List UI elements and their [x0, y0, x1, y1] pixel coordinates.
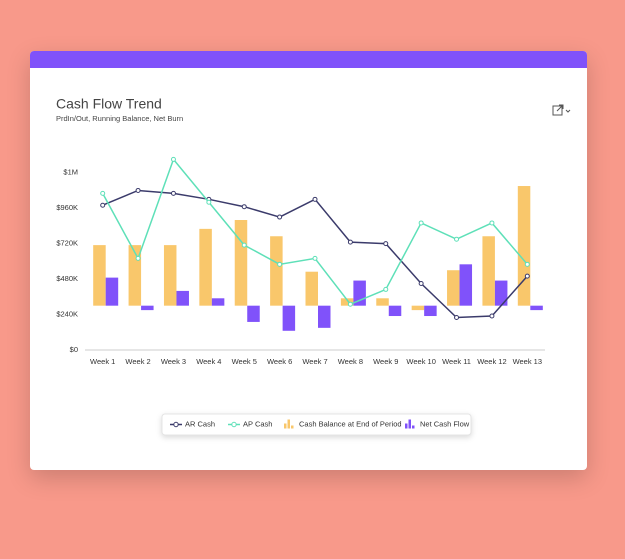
point — [135, 187, 141, 193]
icon-arrow — [556, 104, 564, 112]
legend-point — [231, 421, 237, 428]
x-tick-label: Week 5 — [232, 357, 257, 366]
point — [383, 241, 389, 247]
legend-bar-icon — [405, 423, 408, 429]
bar — [447, 270, 460, 306]
legend-bar-icon — [291, 425, 294, 429]
x-tick-label: Week 4 — [196, 357, 221, 366]
bar — [376, 298, 389, 306]
y-tick-label: $0 — [70, 345, 78, 354]
bar — [163, 245, 177, 306]
x-tick-label: Week 3 — [161, 357, 186, 366]
point — [135, 255, 141, 261]
point — [454, 315, 460, 320]
icon-caret — [565, 109, 571, 113]
x-tick-label: Week 2 — [125, 357, 150, 366]
x-tick-label: Week 1 — [90, 357, 115, 366]
bar — [318, 305, 331, 328]
legend-label: AP Cash — [243, 419, 272, 428]
bar — [141, 305, 154, 311]
y-tick-label: $240K — [56, 310, 78, 319]
bar — [211, 298, 225, 306]
point — [100, 202, 106, 208]
point — [277, 261, 283, 267]
bar — [93, 245, 106, 306]
point — [489, 313, 495, 319]
x-tick-label: Week 12 — [477, 357, 506, 366]
point — [100, 190, 106, 196]
point — [489, 220, 495, 226]
legend-bar-icon — [284, 423, 287, 429]
bar — [482, 236, 495, 306]
legend-label: Net Cash Flow — [420, 419, 470, 428]
bar — [411, 305, 425, 311]
bar — [517, 186, 531, 306]
legend-label: Cash Balance at End of Period — [299, 419, 402, 428]
bar — [459, 264, 473, 306]
x-tick-label: Week 7 — [302, 357, 327, 366]
point — [312, 196, 318, 202]
x-tick-label: Week 9 — [373, 357, 398, 366]
bar — [234, 220, 248, 306]
legend-bar-icon — [287, 419, 290, 429]
point — [347, 301, 353, 307]
point — [454, 236, 460, 242]
bar — [282, 305, 296, 331]
legend-label: AR Cash — [185, 419, 215, 428]
icon-frame — [552, 105, 563, 116]
x-tick-label: Week 10 — [406, 357, 435, 366]
bar — [530, 305, 543, 311]
point — [170, 190, 176, 196]
point — [418, 220, 424, 226]
y-tick-label: $480K — [56, 274, 78, 283]
bar — [270, 236, 283, 306]
bar — [388, 305, 402, 317]
bar — [305, 271, 318, 306]
x-tick-label: Week 6 — [267, 357, 292, 366]
y-tick-label: $720K — [56, 239, 78, 248]
bar — [494, 280, 508, 306]
bar — [424, 305, 437, 317]
card-header-bar — [30, 51, 587, 68]
bar — [105, 277, 119, 306]
legend-point — [173, 421, 179, 428]
bar — [199, 228, 212, 306]
bar — [247, 305, 260, 322]
y-tick-label: $960K — [56, 203, 78, 212]
x-tick-label: Week 8 — [338, 357, 363, 366]
point — [347, 239, 353, 245]
bar — [340, 298, 354, 306]
point — [418, 281, 424, 287]
legend-bar-icon — [412, 425, 415, 429]
point — [170, 156, 176, 162]
point — [524, 273, 530, 279]
x-tick-label: Week 11 — [442, 357, 471, 366]
chart-title: Cash Flow Trend — [56, 96, 162, 112]
point — [277, 214, 283, 220]
chart-subtitle: PrdIn/Out, Running Balance, Net Burn — [56, 114, 183, 123]
point — [312, 255, 318, 261]
legend-bar-icon — [408, 419, 411, 429]
point — [206, 199, 212, 205]
y-tick-label: $1M — [63, 168, 78, 177]
point — [241, 204, 247, 210]
point — [241, 242, 247, 248]
point — [383, 286, 389, 292]
export-icon[interactable] — [552, 104, 571, 116]
legend-box — [161, 413, 472, 436]
x-tick-label: Week 13 — [513, 357, 542, 366]
point — [524, 261, 530, 267]
bar — [176, 290, 189, 306]
